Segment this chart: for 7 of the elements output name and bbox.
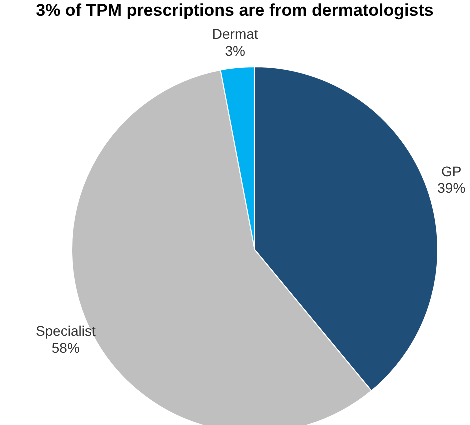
- chart-title: 3% of TPM prescriptions are from dermatologists: [36, 1, 434, 20]
- data-label: 39%: [438, 180, 466, 196]
- slice-label: Dermat: [212, 26, 258, 42]
- data-label: 3%: [225, 42, 246, 59]
- slice-label: GP: [442, 163, 462, 180]
- slice-label: Specialist: [36, 323, 96, 340]
- data-label: 58%: [52, 340, 80, 356]
